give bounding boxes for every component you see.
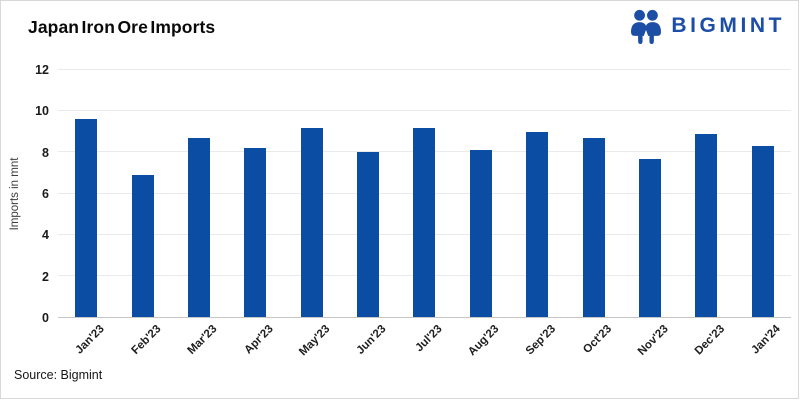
brand-logo: BIGMINT <box>628 7 785 45</box>
gridline <box>58 69 791 70</box>
bar-slot: Sep'23 <box>509 70 565 357</box>
bar <box>75 119 98 317</box>
y-tick-label: 6 <box>42 187 49 201</box>
bar <box>751 146 774 317</box>
bar-slot: Dec'23 <box>678 70 734 357</box>
x-tick-label: May'23 <box>296 323 333 359</box>
bar <box>413 127 436 317</box>
x-tick-label: Apr'23 <box>242 323 276 357</box>
bar <box>300 127 323 317</box>
x-tick-label: Dec'23 <box>692 323 727 358</box>
y-tick-label: 10 <box>35 104 49 119</box>
x-tick-label: Jan'23 <box>73 323 107 357</box>
page-title: Japan Iron Ore Imports <box>28 17 216 37</box>
y-tick-label: 4 <box>42 228 49 243</box>
y-tick-label: 8 <box>42 145 49 160</box>
y-tick-label: 2 <box>42 269 49 284</box>
bar-slot: Jul'23 <box>396 70 452 354</box>
bar-slot: Feb'23 <box>114 70 170 357</box>
x-tick-label: Aug'23 <box>466 323 502 359</box>
bar <box>244 148 267 317</box>
x-tick-label: Mar'23 <box>185 323 220 357</box>
bar-slot: Apr'23 <box>227 70 283 356</box>
bar <box>526 131 549 317</box>
bar-slot: Aug'23 <box>453 70 509 358</box>
y-axis-tick-labels: 0 2 4 6 8 10 12 <box>1 63 49 325</box>
x-tick-label: Jun'23 <box>354 323 389 357</box>
bar <box>469 150 492 317</box>
bar <box>357 152 380 317</box>
bar-slot: Jan'24 <box>735 70 791 356</box>
x-tick-label: Jan'24 <box>749 323 784 357</box>
bigmint-logo-icon <box>628 7 664 45</box>
source-note: Source: Bigmint <box>14 368 103 382</box>
x-tick-label: Jul'23 <box>413 323 445 355</box>
bar-slot: Nov'23 <box>622 70 678 358</box>
bar-slot: Oct'23 <box>565 70 621 356</box>
bar <box>639 158 662 317</box>
x-tick-label: Nov'23 <box>635 323 671 358</box>
brand-name: BIGMINT <box>671 14 785 37</box>
x-tick-label: Oct'23 <box>581 323 615 357</box>
bar <box>695 133 718 317</box>
plot-area: Jan'23 Feb'23 Mar'23 Apr'23 May'23 Jun'23 Jul'… <box>58 69 791 358</box>
y-tick-label: 12 <box>35 63 49 77</box>
x-tick-label: Sep'23 <box>523 323 558 358</box>
bar-slot: Jan'23 <box>58 70 114 356</box>
bar-slot: Mar'23 <box>171 70 227 357</box>
gridline <box>58 110 791 112</box>
x-tick-label: Feb'23 <box>129 323 164 357</box>
bar-slot: May'23 <box>284 70 340 358</box>
bar <box>131 174 154 317</box>
bar <box>582 137 605 317</box>
bar-slot: Jun'23 <box>340 70 396 357</box>
bar <box>187 137 210 317</box>
y-axis-title: Imports in mnt <box>9 157 21 231</box>
y-tick-label: 0 <box>42 311 49 325</box>
